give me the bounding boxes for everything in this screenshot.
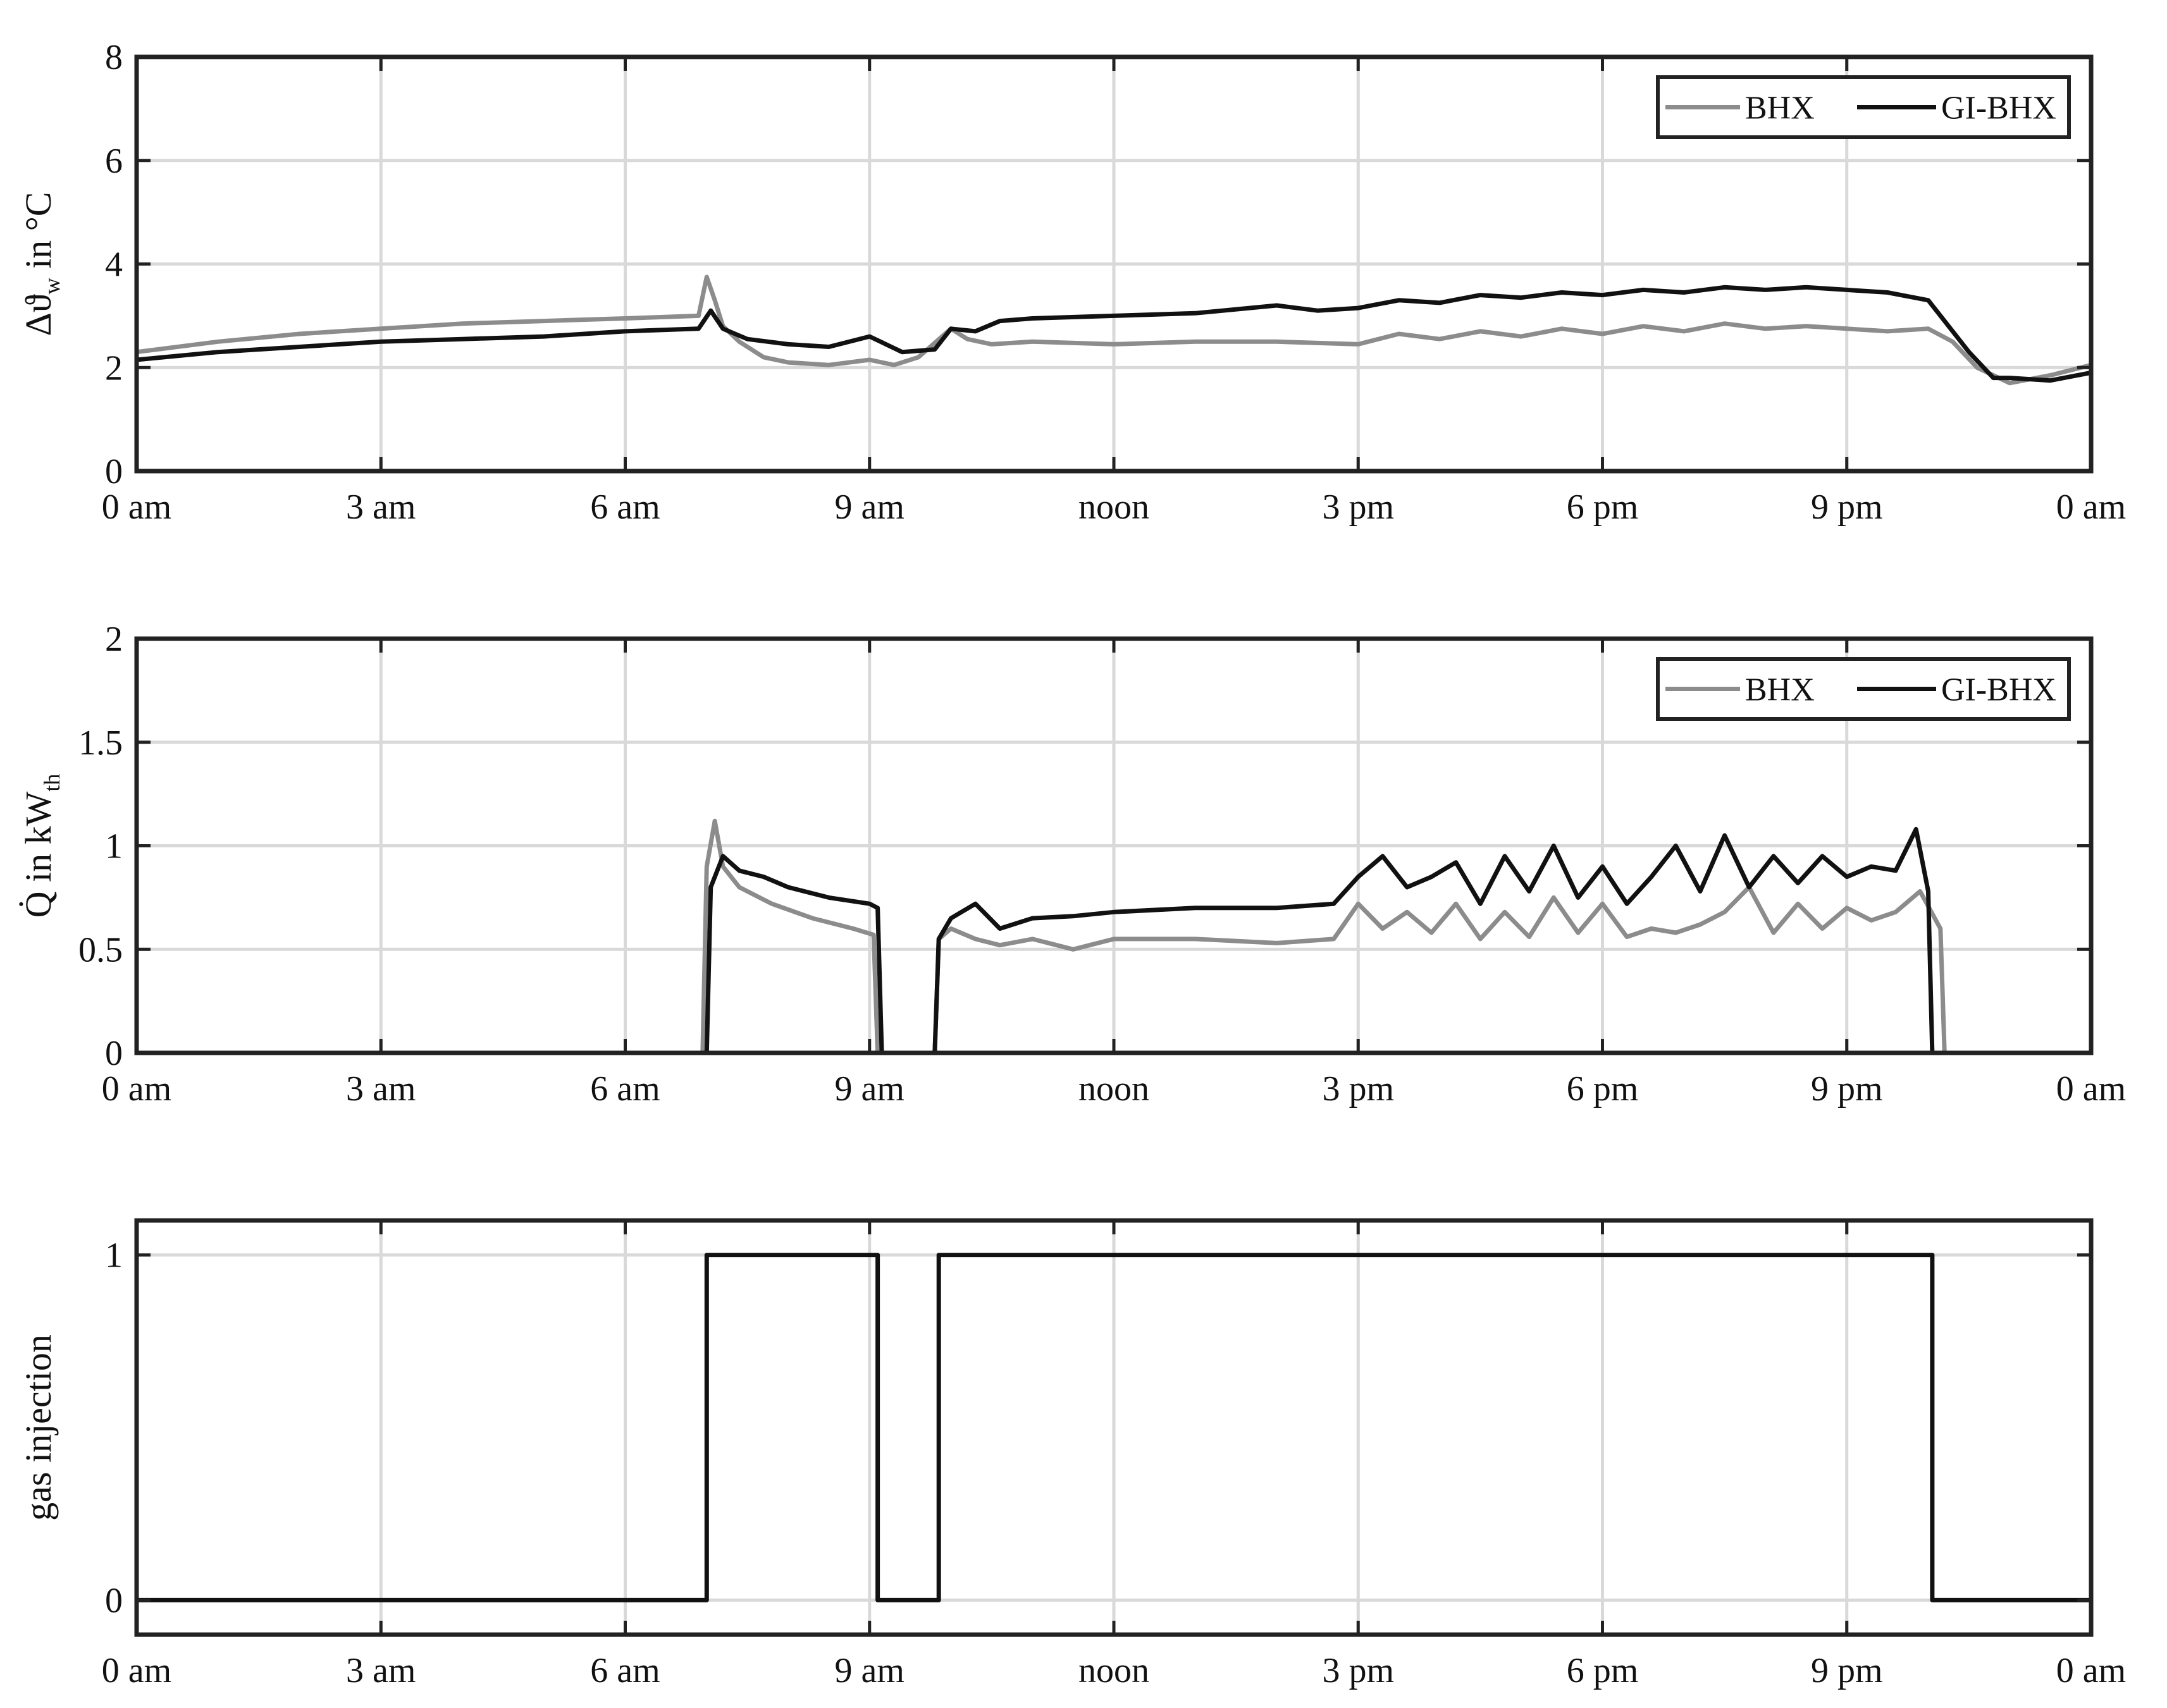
x-tick-label: 0 am — [102, 488, 171, 527]
y-axis-label: Q̇ in kWth — [18, 774, 65, 918]
x-tick-label: 3 pm — [1322, 1069, 1394, 1109]
x-tick-label: 3 am — [346, 1069, 416, 1109]
x-tick-label: 0 am — [2056, 488, 2126, 527]
legend-label-gi-bhx: GI-BHX — [1941, 90, 2056, 126]
x-tick-label: 9 pm — [1811, 1069, 1883, 1109]
series-layer — [137, 1253, 2091, 1602]
x-tick-label: 0 am — [2056, 1651, 2126, 1690]
x-tick-label: 6 am — [590, 1651, 660, 1690]
x-tick-label: 6 pm — [1567, 1651, 1639, 1690]
y-tick-label: 2 — [105, 620, 123, 659]
legend-label-bhx: BHX — [1745, 90, 1815, 126]
y-tick-label: 0 — [105, 1034, 123, 1073]
tick-layer: 0 am 3 am 6 am 9 am noon 3 pm 6 pm 9 pm 0 am00.5… — [78, 620, 2126, 1109]
y-tick-label: 0 — [105, 452, 123, 491]
y-tick-label: 0.5 — [78, 930, 123, 969]
heat-rate-chart: 0 am 3 am 6 am 9 am noon 3 pm 6 pm 9 pm 0 am00.5… — [18, 620, 2126, 1109]
x-tick-label: 9 am — [835, 1651, 904, 1690]
series-line — [137, 1253, 2091, 1602]
y-axis-unit: in kW — [18, 791, 59, 891]
x-tick-label: 3 am — [346, 1651, 416, 1690]
y-axis-label: Δϑw in °C — [18, 192, 65, 336]
x-tick-label: 0 am — [102, 1069, 171, 1109]
y-tick-label: 2 — [105, 348, 123, 388]
x-tick-label: 9 pm — [1811, 1651, 1883, 1690]
legend: BHX GI-BHX — [1656, 75, 2071, 139]
x-tick-label: 3 pm — [1322, 1651, 1394, 1690]
x-tick-label: 6 pm — [1567, 488, 1639, 527]
y-axis-subscript: w — [39, 278, 65, 294]
series-gi-bhx — [136, 285, 2092, 383]
x-tick-label: 0 am — [2056, 1069, 2126, 1109]
y-tick-label: 1 — [105, 827, 123, 866]
y-axis-label: gas injection — [18, 1334, 59, 1521]
x-tick-label: noon — [1078, 488, 1149, 527]
series-gi-bhx — [137, 826, 2091, 1055]
tick-layer: 0 am 3 am 6 am 9 am noon 3 pm 6 pm 9 pm 0 am0246… — [102, 38, 2126, 527]
legend-label-gi-bhx: GI-BHX — [1941, 672, 2056, 708]
series-bhx — [137, 818, 2091, 1055]
x-tick-label: 3 am — [346, 488, 416, 527]
y-axis-symbol: Δϑ — [18, 294, 59, 336]
x-tick-label: 0 am — [102, 1651, 171, 1690]
x-tick-label: 6 pm — [1567, 1069, 1639, 1109]
x-tick-label: 6 am — [590, 488, 660, 527]
x-tick-label: 9 am — [835, 1069, 904, 1109]
x-tick-label: 9 pm — [1811, 488, 1883, 527]
y-tick-label: 8 — [105, 38, 123, 77]
y-axis-subscript: th — [39, 774, 65, 792]
x-tick-label: noon — [1078, 1069, 1149, 1109]
series-bhx — [136, 274, 2092, 386]
x-tick-label: 6 am — [590, 1069, 660, 1109]
legend: BHX GI-BHX — [1656, 657, 2071, 721]
grid — [137, 57, 2091, 471]
y-tick-label: 6 — [105, 142, 123, 181]
series-layer — [137, 818, 2091, 1055]
y-axis-symbol: Q̇ — [18, 891, 59, 918]
temperature-spread-chart: 0 am 3 am 6 am 9 am noon 3 pm 6 pm 9 pm 0 am0246… — [18, 38, 2126, 527]
x-tick-label: noon — [1078, 1651, 1149, 1690]
series-layer — [136, 274, 2092, 386]
gas-injection-chart: 0 am 3 am 6 am 9 am noon 3 pm 6 pm 9 pm 0 am 0 1 g… — [18, 1218, 2126, 1690]
grid — [137, 639, 2091, 1053]
legend-label-bhx: BHX — [1745, 672, 1815, 708]
x-tick-label: 9 am — [835, 488, 904, 527]
x-tick-label: 3 pm — [1322, 488, 1394, 527]
y-tick-label: 1 — [105, 1236, 123, 1275]
y-tick-label: 1.5 — [78, 723, 123, 763]
y-axis-unit: in °C — [18, 192, 59, 278]
tick-layer: 0 am 3 am 6 am 9 am noon 3 pm 6 pm 9 pm 0 am 0 1 — [102, 1220, 2126, 1690]
y-tick-label: 0 — [105, 1581, 123, 1620]
y-tick-label: 4 — [105, 245, 123, 285]
